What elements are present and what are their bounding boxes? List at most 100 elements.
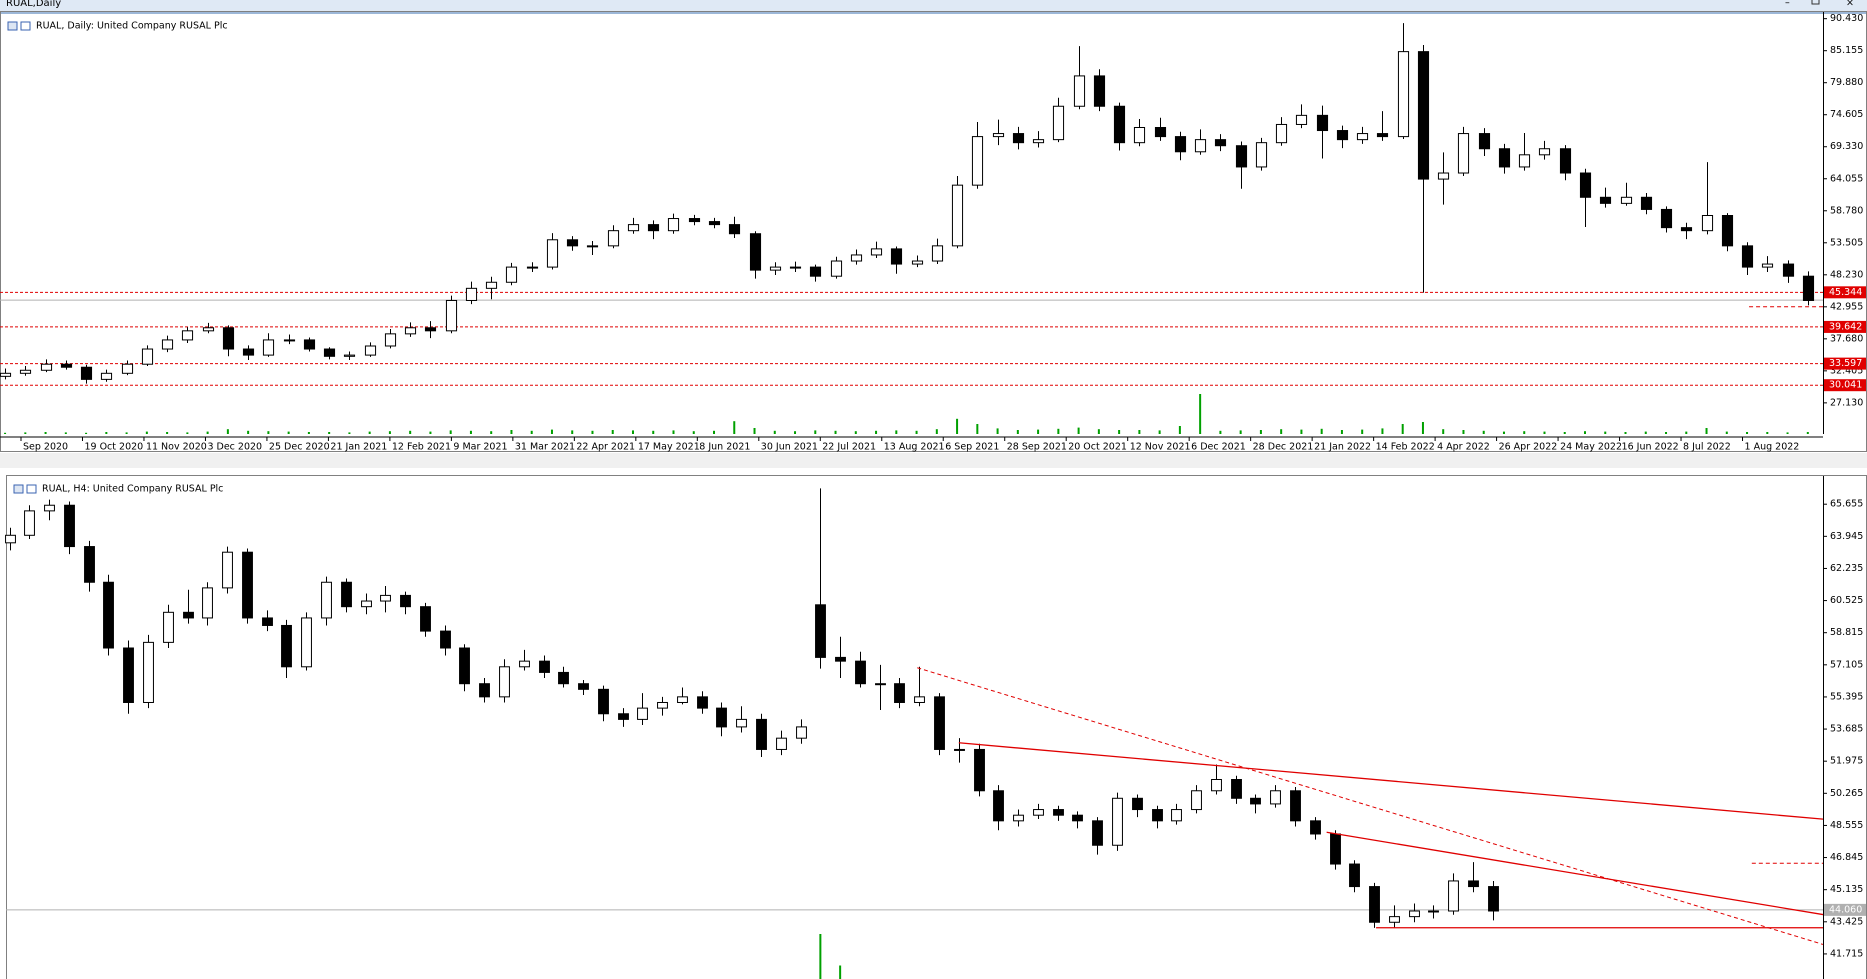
minimize-button[interactable]: –	[1785, 0, 1790, 9]
candle-body	[951, 184, 964, 247]
candle-body	[1191, 790, 1202, 811]
volume-bar	[733, 421, 736, 434]
candle-body	[420, 606, 431, 632]
x-tick-label: 3 Dec 2020	[207, 442, 262, 453]
volume-bar	[611, 430, 614, 434]
x-tick-label: 13 Aug 2021	[884, 442, 945, 453]
candle-body	[1275, 123, 1288, 144]
x-tick-label: Sep 2020	[23, 442, 68, 453]
volume-bar	[1077, 427, 1080, 434]
candle-body	[1154, 126, 1167, 138]
x-tick-label: 21 Jan 2021	[330, 442, 387, 453]
volume-bar	[956, 418, 959, 434]
volume-bar	[469, 430, 472, 434]
volume-bar	[1563, 432, 1566, 434]
x-tick-label: 28 Dec 2021	[1253, 442, 1314, 453]
candle-body	[708, 221, 721, 226]
volume-bar	[1604, 431, 1607, 434]
volume-bar	[125, 432, 128, 434]
volume-bar	[839, 965, 842, 979]
x-tick-label: 8 Jun 2021	[699, 442, 750, 453]
candle-body	[769, 266, 782, 271]
volume-bar	[1118, 430, 1121, 434]
candle-body	[1171, 809, 1182, 822]
candle-body	[161, 339, 174, 350]
candle-body	[1417, 51, 1430, 180]
candle-body	[1741, 245, 1754, 268]
candle-body	[667, 218, 680, 232]
y-tick-label: 60.525	[1830, 595, 1863, 606]
candle-body	[262, 339, 275, 356]
volume-bar	[166, 432, 169, 434]
volume-bar	[4, 432, 7, 434]
y-tick-label: 53.685	[1830, 724, 1863, 735]
y-tick-label: 55.395	[1830, 691, 1863, 702]
volume-bar	[550, 429, 553, 434]
x-tick-label: 14 Feb 2022	[1376, 442, 1435, 453]
volume-bar	[672, 430, 675, 434]
volume-bar	[1786, 432, 1789, 434]
x-tick-label: 6 Dec 2021	[1191, 442, 1246, 453]
candle-body	[1356, 133, 1369, 141]
candle-body	[1012, 133, 1025, 144]
volume-bar	[1705, 428, 1708, 434]
volume-bar	[429, 431, 432, 434]
candle-body	[647, 224, 660, 232]
candle-body	[657, 701, 668, 709]
volume-bar	[206, 431, 209, 434]
x-tick-label: 19 Oct 2020	[84, 442, 143, 453]
x-tick-label: 30 Jun 2021	[761, 442, 818, 453]
maximize-button[interactable]	[1811, 0, 1820, 5]
y-tick-label: 53.505	[1830, 237, 1863, 248]
candle-body	[598, 688, 609, 715]
candle-body	[1721, 215, 1734, 247]
volume-bar	[591, 430, 594, 434]
volume-bar	[85, 432, 88, 434]
candle-body	[815, 604, 826, 658]
volume-bar	[1219, 430, 1222, 434]
candle-body	[1052, 105, 1065, 141]
candle-body	[341, 581, 352, 608]
volume-bar	[1300, 429, 1303, 434]
chart-icon	[20, 21, 31, 31]
x-tick-label: 22 Apr 2021	[576, 442, 635, 453]
candle-body	[404, 327, 417, 335]
candle-body	[1498, 148, 1511, 168]
candle-body	[1235, 145, 1248, 168]
candle-body	[1409, 910, 1420, 918]
candle-body	[749, 233, 762, 271]
x-tick-label: 6 Sep 2021	[945, 442, 999, 453]
candle-body	[202, 327, 215, 332]
candle-body	[618, 713, 629, 720]
candle-body	[558, 671, 569, 685]
candle-body	[80, 366, 93, 380]
candle-body	[526, 266, 539, 269]
candle-body	[440, 630, 451, 649]
volume-bar	[1421, 422, 1424, 434]
candle-body	[1013, 814, 1024, 822]
volume-bar	[996, 428, 999, 434]
trend-line	[917, 667, 1824, 945]
candle-body	[586, 245, 599, 248]
x-tick-label: 26 Apr 2022	[1499, 442, 1558, 453]
volume-bar	[1320, 428, 1323, 434]
volume-bar	[1016, 430, 1019, 434]
close-button[interactable]: ×	[1846, 0, 1854, 9]
candle-body	[546, 239, 559, 268]
volume-bar	[1037, 429, 1040, 434]
level-label: 45.344	[1829, 287, 1862, 298]
volume-bar	[1624, 432, 1627, 434]
candle-body	[1599, 196, 1612, 204]
volume-bar	[44, 432, 47, 434]
level-label: 39.642	[1829, 321, 1862, 332]
volume-bar	[1401, 424, 1404, 434]
volume-bar	[1685, 431, 1688, 434]
y-tick-label: 90.430	[1830, 13, 1863, 24]
volume-bar	[24, 432, 27, 434]
candle-body	[1250, 797, 1261, 805]
candle-body	[1680, 227, 1693, 232]
volume-bar	[854, 431, 857, 434]
candle-body	[1072, 814, 1083, 822]
candle-body	[1290, 790, 1301, 822]
